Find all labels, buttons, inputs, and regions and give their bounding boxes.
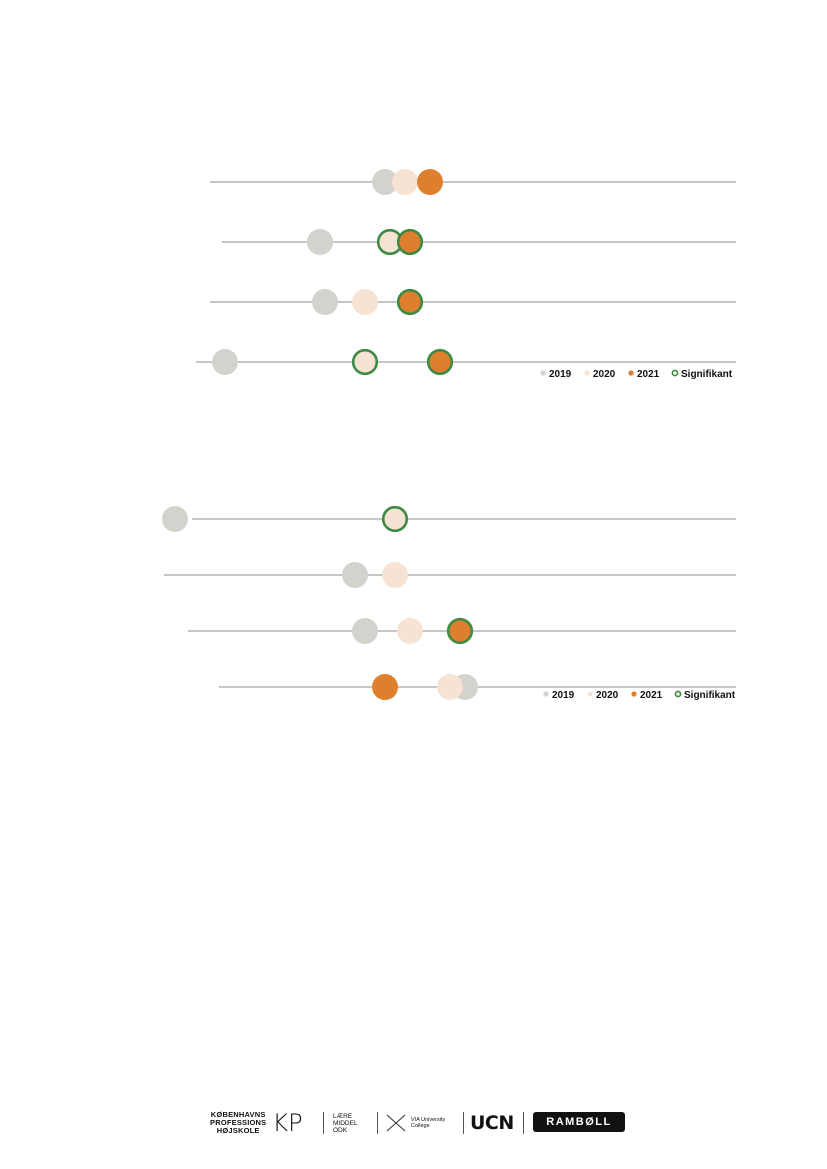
- legend-label-significant: Signifikant: [684, 690, 736, 701]
- legend-label-2020: 2020: [596, 690, 619, 701]
- laeremiddel-logo: LÆRE MIDDEL ODK: [333, 1106, 373, 1140]
- point-2019: [352, 618, 378, 644]
- point-2020: [397, 618, 423, 644]
- point-2021: [372, 674, 398, 700]
- point-2020: [352, 289, 378, 315]
- legend: 2019 2020 2021 Signifikant: [540, 369, 733, 380]
- ucn-logo: UCN: [470, 1112, 514, 1134]
- point-2020-significant: [351, 348, 379, 376]
- legend-marker-2020: [587, 691, 593, 697]
- laeremiddel-logo-text: LÆRE MIDDEL ODK: [333, 1112, 358, 1134]
- point-2021: [417, 169, 443, 195]
- point-2019: [307, 229, 333, 255]
- point-2021-significant: [446, 617, 474, 645]
- point-2019: [342, 562, 368, 588]
- legend-label-2019: 2019: [549, 369, 572, 380]
- legend-marker-2020: [584, 370, 590, 376]
- legend-label-significant: Signifikant: [681, 369, 733, 380]
- point-2020: [392, 169, 418, 195]
- legend: 2019 2020 2021 Signifikant: [543, 690, 736, 701]
- legend-label-2021: 2021: [637, 369, 660, 380]
- kp-logo-text: KØBENHAVNS PROFESSIONS HØJSKOLE: [210, 1110, 267, 1135]
- point-2020: [437, 674, 463, 700]
- logo-divider: [523, 1112, 524, 1134]
- point-2019: [312, 289, 338, 315]
- point-2019: [372, 169, 398, 195]
- via-logo-text: VIA University College: [411, 1117, 446, 1129]
- dot-chart-2: 2019 2020 2021 Signifikant: [162, 505, 736, 701]
- legend-label-2021: 2021: [640, 690, 663, 701]
- point-2021-significant: [396, 288, 424, 316]
- dot-chart-1: 2019 2020 2021 Signifikant: [196, 169, 736, 380]
- logo-divider: [463, 1112, 464, 1134]
- point-2019: [162, 506, 188, 532]
- kp-logo: KØBENHAVNS PROFESSIONS HØJSKOLE KP: [210, 1106, 315, 1140]
- legend-marker-significant: [674, 690, 682, 698]
- legend-marker-significant: [671, 369, 679, 377]
- point-2020: [382, 562, 408, 588]
- kp-logo-mark: KP: [272, 1109, 303, 1137]
- legend-marker-2019: [540, 370, 546, 376]
- legend-label-2019: 2019: [552, 690, 575, 701]
- legend-marker-2021: [628, 370, 634, 376]
- point-2019: [212, 349, 238, 375]
- ramboll-logo: RAMBØLL: [533, 1112, 625, 1132]
- legend-marker-2021: [631, 691, 637, 697]
- dot-charts: 2019 2020 2021 Signifikant 2019 2020 2021 Signi…: [162, 169, 736, 701]
- footer-logos: KØBENHAVNS PROFESSIONS HØJSKOLE KP LÆRE …: [205, 1106, 635, 1140]
- via-logo: VIA University College: [385, 1106, 463, 1140]
- point-2021-significant: [426, 348, 454, 376]
- point-2020-significant: [381, 505, 409, 533]
- logo-divider: [323, 1112, 324, 1134]
- logo-divider: [377, 1112, 378, 1134]
- legend-marker-2019: [543, 691, 549, 697]
- point-2021-significant: [396, 228, 424, 256]
- legend-label-2020: 2020: [593, 369, 616, 380]
- via-mark-icon: [386, 1114, 406, 1132]
